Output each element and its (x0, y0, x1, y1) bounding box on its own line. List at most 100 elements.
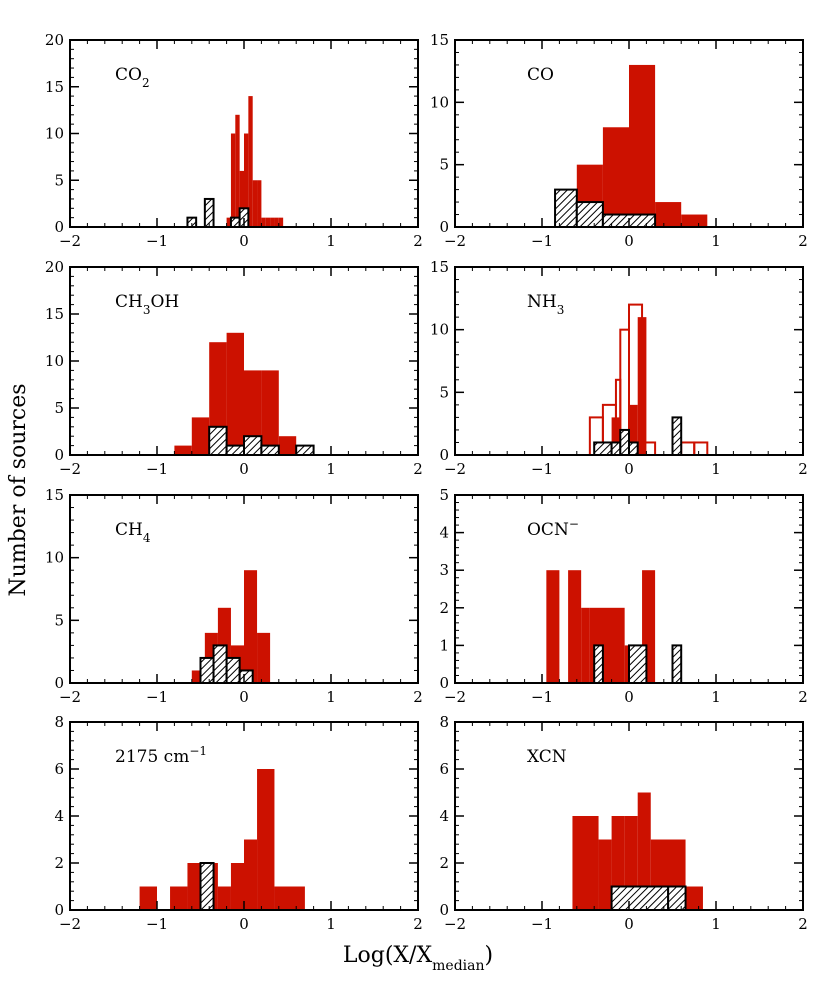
filled-bar (187, 863, 201, 910)
hatched-bar (610, 441, 622, 457)
filled-bar (598, 839, 612, 910)
filled-bar (217, 886, 231, 910)
y-tick-label: 4 (439, 807, 449, 825)
x-tick-label: 2 (798, 915, 808, 933)
outline-bar (693, 441, 709, 457)
filled-bar (602, 127, 629, 227)
y-tick-label: 15 (45, 486, 64, 504)
y-tick-label: 15 (430, 31, 449, 49)
y-tick-label: 0 (439, 674, 449, 692)
hatched-bar (667, 885, 687, 911)
filled-bar (637, 792, 651, 910)
filled-bar (257, 769, 275, 910)
filled-bar (681, 214, 708, 227)
x-tick-label: −2 (59, 688, 81, 706)
y-tick-label: 5 (54, 171, 64, 189)
filled-bar (274, 217, 279, 227)
hatched-bar (593, 441, 613, 457)
y-tick-label: 5 (54, 399, 64, 417)
x-tick-label: 2 (413, 915, 423, 933)
panel-label: CH4 (115, 520, 151, 545)
y-axis-title: Number of sources (6, 383, 31, 596)
filled-bar (226, 332, 244, 455)
panel-2175: −2 −1 0 1 2 0 2 4 6 8 2175 cm−1 (54, 713, 422, 933)
panel-label: 2175 cm−1 (115, 744, 207, 767)
filled-bar (568, 570, 582, 683)
filled-bar (252, 180, 258, 227)
filled-bar (257, 180, 262, 227)
hatched-bar (628, 441, 639, 457)
hatched-bar (554, 188, 578, 229)
x-tick-label: −1 (146, 460, 168, 478)
x-tick-label: −2 (444, 460, 466, 478)
hatched-bar (575, 201, 604, 228)
filled-bar (170, 886, 188, 910)
y-tick-label: 2 (439, 854, 449, 872)
hatched-bar (203, 197, 215, 228)
panel-ch4: −2 −1 0 1 2 0 5 10 15 CH4 (45, 486, 423, 706)
filled-bar (655, 202, 682, 227)
y-tick-label: 0 (54, 674, 64, 692)
x-tick-label: 0 (239, 460, 249, 478)
filled-bar (257, 632, 271, 683)
x-tick-label: −2 (444, 232, 466, 250)
filled-bar (244, 570, 258, 683)
y-tick-label: 0 (439, 446, 449, 464)
x-tick-label: 2 (413, 232, 423, 250)
y-tick-label: 10 (430, 321, 449, 339)
y-tick-label: 4 (439, 524, 449, 542)
x-tick-label: −2 (444, 688, 466, 706)
x-tick-label: −2 (59, 460, 81, 478)
x-tick-label: 2 (798, 688, 808, 706)
y-tick-label: 10 (45, 352, 64, 370)
filled-bar (239, 170, 244, 227)
hatched-bar (260, 444, 280, 457)
y-tick-label: 4 (54, 807, 64, 825)
hatched-bar (671, 644, 683, 685)
y-tick-label: 1 (439, 636, 449, 654)
x-tick-label: −1 (146, 688, 168, 706)
filled-bar (278, 436, 297, 455)
x-tick-label: 2 (798, 460, 808, 478)
panel-label: NH3 (527, 292, 564, 317)
x-tick-label: 1 (711, 460, 721, 478)
x-tick-label: 0 (239, 688, 249, 706)
filled-bar (581, 607, 590, 683)
hatched-bar (671, 416, 683, 456)
y-tick-label: 5 (439, 156, 449, 174)
filled-bar (546, 570, 560, 683)
hatched-bar (225, 444, 246, 457)
y-tick-label: 8 (439, 713, 449, 731)
y-tick-label: 20 (45, 258, 64, 276)
hatched-bar (619, 428, 630, 456)
hatched-bar (208, 425, 228, 456)
x-tick-label: 1 (326, 915, 336, 933)
hatched-bar (225, 656, 241, 685)
y-tick-label: 0 (439, 218, 449, 236)
x-axis-title: Log(X/Xmedian) (343, 943, 493, 974)
filled-bar (278, 217, 284, 227)
x-tick-label: 0 (624, 915, 634, 933)
hatched-bar (243, 435, 263, 457)
x-tick-label: 1 (711, 232, 721, 250)
filled-bar (274, 886, 305, 910)
filled-bar (139, 886, 157, 910)
filled-bar (230, 133, 236, 227)
filled-bar (629, 64, 656, 227)
panel-label: CH3OH (115, 292, 179, 317)
y-tick-label: 2 (439, 599, 449, 617)
filled-bar (235, 114, 240, 227)
x-tick-label: 0 (239, 915, 249, 933)
hatched-bar (593, 644, 604, 685)
y-tick-label: 0 (439, 901, 449, 919)
y-tick-label: 15 (45, 305, 64, 323)
x-tick-label: −1 (531, 688, 553, 706)
filled-bar (191, 417, 210, 455)
panel-ocn: −2 −1 0 1 2 0 1 2 3 4 5 OCN− (439, 486, 807, 706)
hatched-bar (238, 669, 254, 685)
panel-label: CO2 (115, 65, 150, 90)
y-tick-label: 20 (45, 31, 64, 49)
panel-xcn: −2 −1 0 1 2 0 2 4 6 8 XCN (439, 713, 807, 933)
y-tick-label: 6 (54, 760, 64, 778)
